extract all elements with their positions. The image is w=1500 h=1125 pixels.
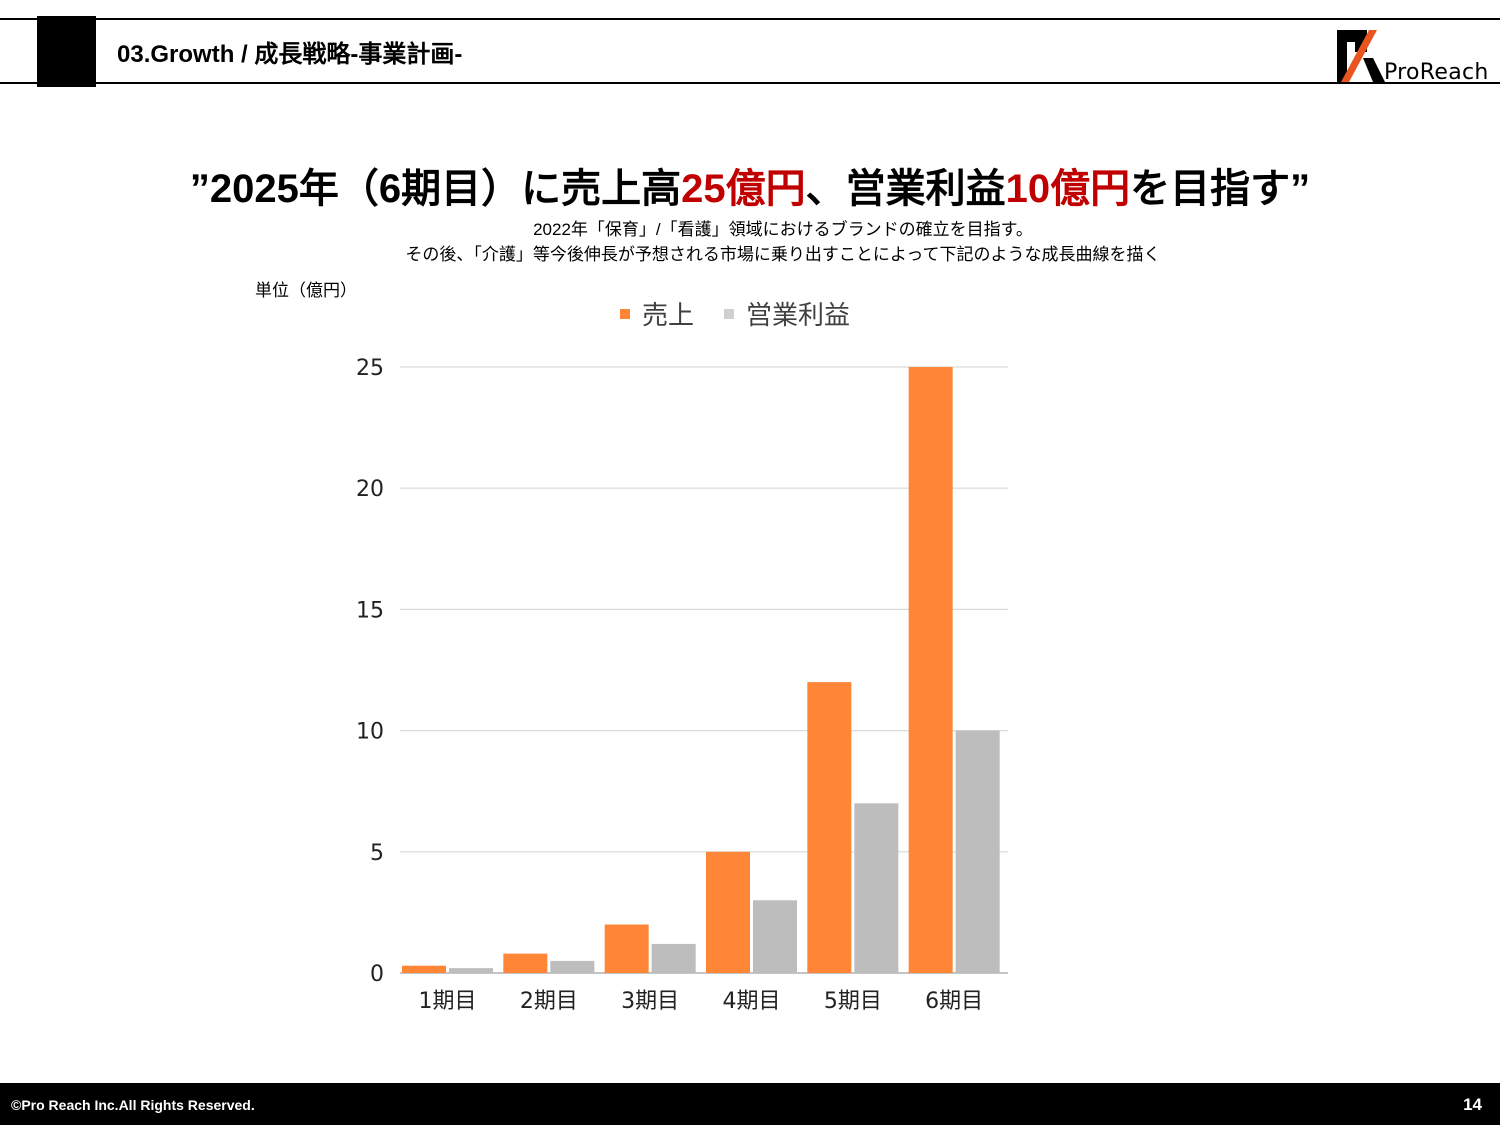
legend-label-sales: 売上	[642, 300, 695, 330]
legend-item-profit: 営業利益	[724, 295, 850, 332]
legend-label-profit: 営業利益	[746, 300, 851, 330]
logo-text: ProReach	[1384, 60, 1489, 85]
x-tick-label: 6期目	[925, 989, 983, 1014]
y-tick-label: 20	[356, 477, 384, 502]
headline-sales-target: 25億円	[681, 167, 806, 211]
x-tick-label: 5期目	[824, 989, 882, 1014]
y-tick-label: 15	[356, 598, 384, 623]
bar-profit	[753, 900, 797, 973]
bar-sales	[503, 953, 548, 973]
bar-profit	[955, 730, 1000, 973]
bar-profit	[550, 960, 595, 973]
proreach-logo-icon	[1337, 30, 1385, 82]
copyright-text: ©Pro Reach Inc.All Rights Reserved.	[11, 1097, 255, 1113]
chart-legend: 売上 営業利益	[620, 295, 880, 332]
footer-bar: ©Pro Reach Inc.All Rights Reserved. 14	[0, 1083, 1500, 1125]
headline-part-3: を目指す”	[1130, 167, 1311, 211]
bar-profit	[854, 803, 899, 973]
unit-label: 単位（億円）	[255, 281, 357, 300]
headline: ”2025年（6期目）に売上高25億円、営業利益10億円を目指す”	[0, 156, 1500, 214]
headline-part-2: 、営業利益	[805, 167, 1006, 211]
page-title: 03.Growth / 成長戦略-事業計画-	[117, 41, 463, 68]
x-tick-label: 4期目	[723, 989, 781, 1014]
y-tick-label: 0	[370, 962, 384, 987]
bar-chart: 0 5 10 15 20 25 1期目 2期目 3期目 4期目 5期目 6期目	[356, 356, 1008, 1014]
page-number: 14	[1463, 1095, 1482, 1114]
legend-swatch-profit	[724, 308, 735, 319]
legend-item-sales: 売上	[620, 295, 694, 332]
legend-swatch-sales	[620, 308, 630, 319]
y-tick-label: 25	[356, 356, 384, 381]
bar-sales	[402, 965, 446, 973]
y-tick-label: 10	[356, 720, 384, 745]
headline-part-1: ”2025年（6期目）に売上高	[189, 167, 682, 211]
bar-sales	[807, 682, 852, 973]
bar-profit	[651, 943, 696, 973]
subtitle-line-1: 2022年「保育」/「看護」領域におけるブランドの確立を目指す。	[533, 220, 1033, 239]
x-tick-label: 3期目	[621, 989, 679, 1014]
headline-profit-target: 10億円	[1005, 167, 1131, 211]
header-bar	[0, 18, 1500, 84]
bar-sales	[908, 367, 953, 973]
subtitle-line-2: その後、「介護」等今後伸長が予想される市場に乗り出すことによって下記のような成長…	[405, 245, 1161, 264]
y-tick-label: 5	[370, 841, 384, 866]
x-tick-label: 1期目	[419, 989, 477, 1014]
bar-profit	[449, 968, 493, 973]
x-tick-label: 2期目	[520, 989, 578, 1014]
bar-sales	[604, 924, 649, 973]
bar-sales	[706, 851, 750, 973]
header-accent-block	[37, 16, 96, 87]
